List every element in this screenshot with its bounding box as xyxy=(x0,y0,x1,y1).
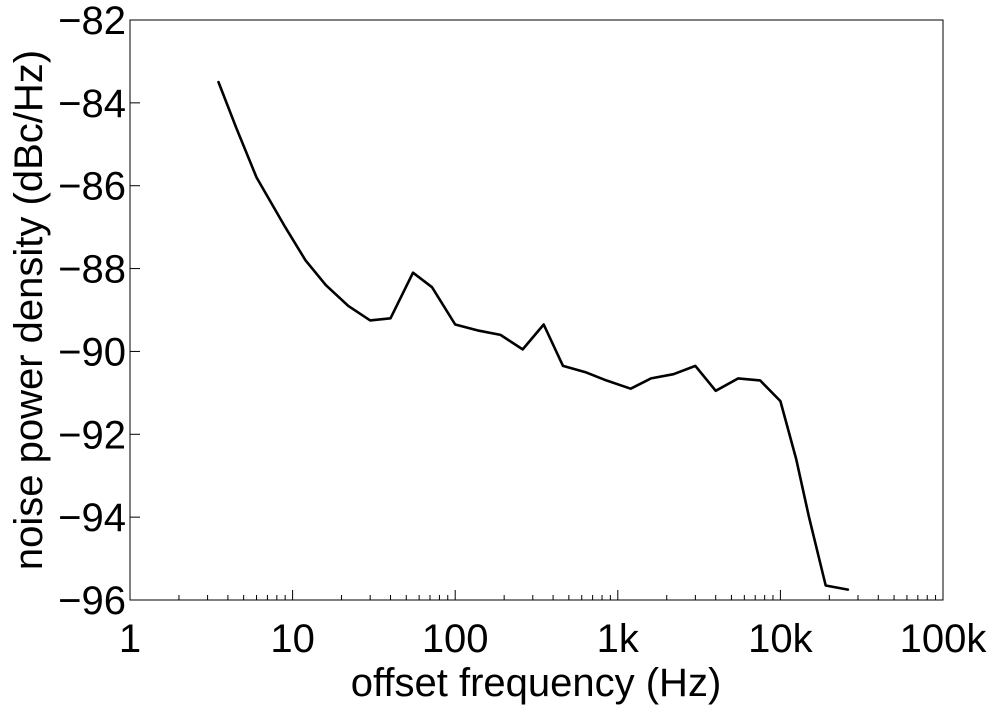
y-tick-label: −94 xyxy=(58,496,126,540)
x-axis-title: offset frequency (Hz) xyxy=(351,661,722,705)
y-axis-ticks: −82 −84 −86 −88 −90 −92 −94 −96 xyxy=(58,0,140,623)
y-tick-label: −88 xyxy=(58,248,126,292)
y-tick-label: −92 xyxy=(58,413,126,457)
noise-density-line xyxy=(217,80,850,591)
x-tick-label: 100 xyxy=(422,617,489,661)
x-tick-label: 100k xyxy=(900,617,988,661)
y-tick-label: −96 xyxy=(58,579,126,623)
y-tick-label: −84 xyxy=(58,82,126,126)
series-layer xyxy=(217,80,850,591)
y-tick-label: −82 xyxy=(58,0,126,43)
y-tick-label: −86 xyxy=(58,165,126,209)
y-axis-title: noise power density (dBc/Hz) xyxy=(7,50,51,570)
y-tick-label: −90 xyxy=(58,330,126,374)
x-tick-label: 1k xyxy=(597,617,640,661)
x-tick-label: 10k xyxy=(748,617,813,661)
plot-frame xyxy=(129,19,944,601)
x-tick-label: 1 xyxy=(119,617,141,661)
x-tick-label: 10 xyxy=(270,617,315,661)
x-axis-ticks: 1 10 100 1k 10k 100k xyxy=(119,590,987,661)
